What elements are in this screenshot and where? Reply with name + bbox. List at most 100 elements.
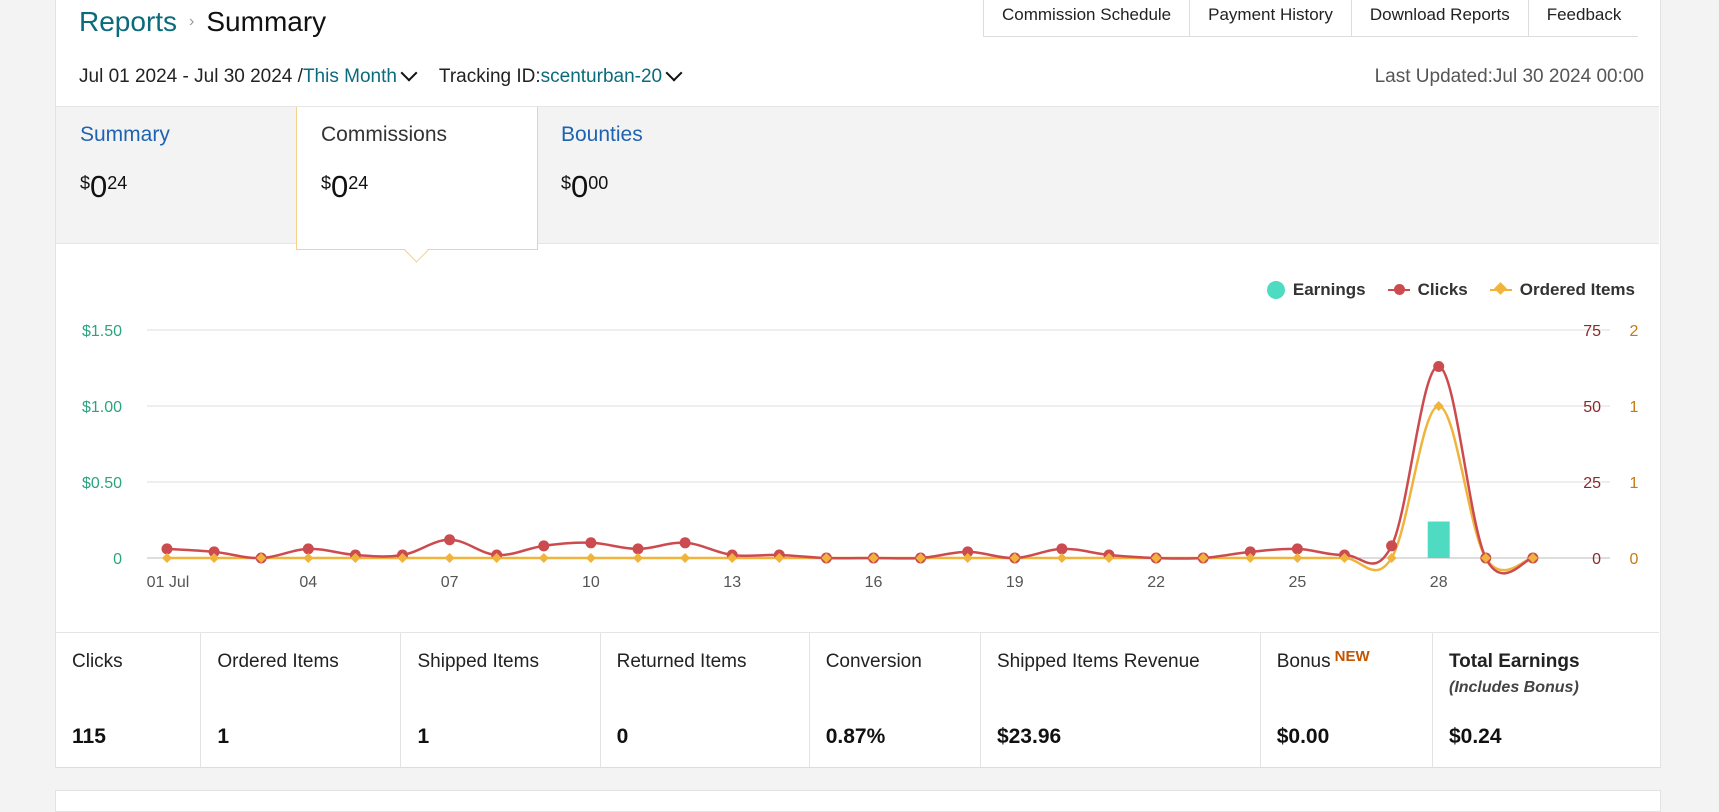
x-tick-label: 22 bbox=[1147, 574, 1165, 591]
chevron-right-icon: › bbox=[189, 13, 195, 30]
next-panel bbox=[55, 790, 1661, 812]
clicks-point bbox=[962, 546, 974, 558]
ordered-items-point bbox=[1104, 553, 1114, 563]
x-tick-label: 16 bbox=[865, 574, 883, 591]
date-range: Jul 01 2024 - Jul 30 2024 / bbox=[79, 66, 303, 87]
clicks-point bbox=[538, 540, 550, 552]
tab-summary[interactable]: Summary $024 bbox=[56, 107, 296, 243]
clicks-point bbox=[302, 543, 314, 555]
feedback-link[interactable]: Feedback bbox=[1546, 5, 1622, 24]
stat-clicks: Clicks 115 bbox=[56, 633, 202, 767]
filter-bar: Jul 01 2024 - Jul 30 2024 / This Month T… bbox=[79, 64, 686, 88]
x-tick-label: 07 bbox=[441, 574, 459, 591]
y-left-tick: $0.50 bbox=[82, 475, 122, 492]
ordered-items-point bbox=[162, 553, 172, 563]
tab-bounties[interactable]: Bounties $000 bbox=[537, 107, 777, 243]
x-tick-label: 01 Jul bbox=[147, 574, 190, 591]
ordered-items-point bbox=[1480, 553, 1491, 563]
y-left-tick: $1.50 bbox=[82, 323, 122, 340]
x-tick-label: 10 bbox=[582, 574, 600, 591]
ordered-items-point bbox=[1198, 553, 1209, 563]
x-tick-label: 28 bbox=[1430, 574, 1448, 591]
ordered-items-point bbox=[680, 553, 691, 563]
stat-conversion: Conversion 0.87% bbox=[810, 633, 981, 767]
x-tick-label: 25 bbox=[1289, 574, 1307, 591]
y-right-clicks-tick: 0 bbox=[1592, 551, 1601, 568]
breadcrumb: Reports › Summary bbox=[79, 6, 326, 38]
clicks-point bbox=[679, 537, 691, 549]
circle-icon bbox=[1266, 281, 1285, 299]
x-tick-label: 04 bbox=[299, 574, 317, 591]
y-left-tick: $1.00 bbox=[82, 399, 122, 416]
x-tick-label: 13 bbox=[723, 574, 741, 591]
ordered-items-point bbox=[1151, 553, 1162, 563]
y-right-ordered-tick: 1 bbox=[1630, 399, 1639, 416]
ordered-items-point bbox=[1386, 553, 1397, 563]
diamond-marker-icon bbox=[1489, 282, 1512, 295]
top-links: Commission Schedule Payment History Down… bbox=[983, 0, 1639, 37]
tab-value: $024 bbox=[321, 169, 369, 204]
legend-ordered-items[interactable]: Ordered Items bbox=[1489, 280, 1635, 300]
clicks-point bbox=[585, 537, 597, 549]
ordered-items-point bbox=[774, 553, 785, 563]
legend-clicks[interactable]: Clicks bbox=[1387, 280, 1468, 300]
ordered-items-point bbox=[633, 553, 643, 563]
tab-commissions[interactable]: Commissions $024 bbox=[296, 107, 538, 250]
stat-returned-items: Returned Items 0 bbox=[601, 633, 810, 767]
x-tick-label: 19 bbox=[1006, 574, 1024, 591]
ordered-items-line bbox=[166, 404, 1534, 572]
payment-history-link[interactable]: Payment History bbox=[1190, 0, 1352, 36]
new-badge: NEW bbox=[1334, 648, 1370, 665]
tab-value: $000 bbox=[561, 169, 609, 204]
stats-row: Clicks 115 Ordered Items 1 Shipped Items… bbox=[56, 632, 1659, 767]
page-title: Summary bbox=[206, 6, 327, 37]
y-right-clicks-tick: 50 bbox=[1583, 399, 1601, 416]
ordered-items-point bbox=[303, 553, 314, 563]
stat-ordered-items: Ordered Items 1 bbox=[201, 633, 402, 767]
period-dropdown[interactable]: This Month bbox=[302, 66, 397, 87]
ordered-items-point bbox=[444, 553, 455, 563]
clicks-point bbox=[1291, 543, 1303, 555]
clicks-point bbox=[1433, 360, 1445, 372]
y-right-clicks-tick: 25 bbox=[1583, 475, 1601, 492]
stat-shipped-items: Shipped Items 1 bbox=[401, 633, 601, 767]
chevron-down-icon[interactable] bbox=[665, 64, 683, 82]
chevron-down-icon[interactable] bbox=[400, 64, 418, 82]
clicks-point bbox=[1056, 543, 1068, 555]
y-right-ordered-tick: 2 bbox=[1630, 323, 1639, 340]
commission-schedule-link[interactable]: Commission Schedule bbox=[984, 0, 1191, 36]
stat-bonus: Bonus NEW $0.00 bbox=[1261, 633, 1433, 767]
y-left-tick: 0 bbox=[113, 551, 122, 568]
tracking-label: Tracking ID: bbox=[438, 66, 541, 87]
ordered-items-point bbox=[397, 553, 408, 563]
ordered-items-point bbox=[585, 553, 596, 563]
stat-total-earnings: Total Earnings (Includes Bonus) $0.24 bbox=[1448, 651, 1580, 748]
download-reports-link[interactable]: Download Reports bbox=[1352, 0, 1529, 36]
tab-label: Bounties bbox=[561, 123, 643, 146]
tracking-id-dropdown[interactable]: scenturban-20 bbox=[540, 66, 663, 87]
earnings-chart: Earnings Clicks Ordered Items 0 $0.50 $1.0… bbox=[56, 250, 1659, 630]
legend-earnings[interactable]: Earnings bbox=[1266, 280, 1366, 300]
ordered-items-point bbox=[1245, 553, 1256, 563]
ordered-items-point bbox=[1433, 401, 1444, 411]
clicks-point bbox=[632, 543, 644, 555]
ordered-items-point bbox=[1292, 553, 1303, 563]
clicks-point bbox=[161, 543, 173, 555]
last-updated: Last Updated:Jul 30 2024 00:00 bbox=[1374, 66, 1644, 87]
ordered-items-point bbox=[821, 553, 832, 563]
ordered-items-point bbox=[727, 553, 738, 563]
y-right-ordered-tick: 0 bbox=[1630, 551, 1639, 568]
tab-value: $024 bbox=[80, 169, 128, 204]
line-marker-icon bbox=[1387, 284, 1410, 295]
ordered-items-point bbox=[962, 553, 973, 563]
clicks-point bbox=[1386, 540, 1398, 552]
ordered-items-point bbox=[1527, 553, 1538, 563]
breadcrumb-reports-link[interactable]: Reports bbox=[79, 6, 178, 37]
chart-plot: 0 $0.50 $1.00 $1.50 0 25 50 75 0 1 1 2 01 Jul 04 07 10 1… bbox=[82, 323, 1639, 591]
ordered-items-point bbox=[209, 553, 220, 563]
clicks-point bbox=[208, 546, 220, 558]
ordered-items-point bbox=[1339, 553, 1350, 563]
ordered-items-point bbox=[538, 553, 549, 563]
ordered-items-point bbox=[256, 553, 267, 563]
tab-label: Summary bbox=[80, 123, 170, 146]
